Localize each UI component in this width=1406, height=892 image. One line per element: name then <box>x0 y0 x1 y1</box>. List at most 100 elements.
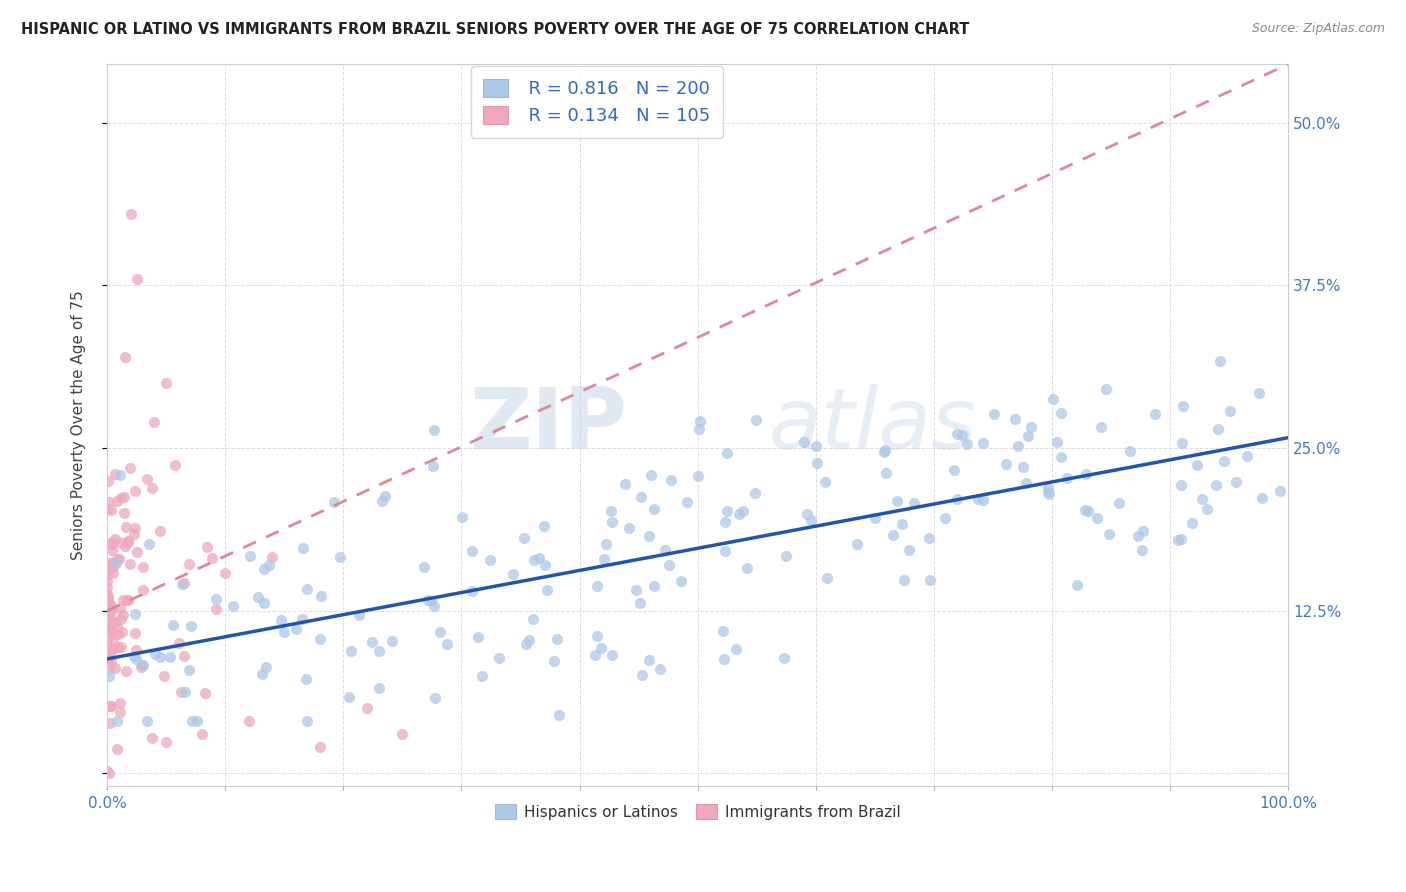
Point <box>239 549 262 564</box>
Point <box>523 553 546 567</box>
Point <box>956 437 979 451</box>
Point <box>100 654 122 668</box>
Point <box>114 491 136 505</box>
Point <box>502 567 524 582</box>
Point <box>97 475 120 489</box>
Point <box>194 686 217 700</box>
Point <box>98 622 121 636</box>
Point <box>371 494 394 508</box>
Point <box>205 602 228 616</box>
Point <box>920 573 942 587</box>
Point <box>950 428 973 442</box>
Point <box>132 559 155 574</box>
Point <box>676 495 699 509</box>
Point <box>374 489 396 503</box>
Point <box>1212 454 1234 468</box>
Point <box>686 469 709 483</box>
Point <box>513 532 536 546</box>
Point <box>112 593 135 607</box>
Point <box>110 706 132 720</box>
Point <box>536 582 558 597</box>
Point <box>96 598 118 612</box>
Point <box>1130 543 1153 558</box>
Point <box>589 640 612 655</box>
Point <box>100 604 122 618</box>
Point <box>143 415 166 429</box>
Point <box>461 584 484 599</box>
Point <box>125 272 148 286</box>
Point <box>111 624 134 639</box>
Point <box>98 660 121 674</box>
Point <box>1268 483 1291 498</box>
Point <box>714 515 737 529</box>
Point <box>107 640 129 655</box>
Point <box>174 685 197 699</box>
Point <box>135 714 157 729</box>
Point <box>257 558 280 573</box>
Point <box>163 458 186 473</box>
Point <box>107 551 129 566</box>
Point <box>1038 487 1060 501</box>
Point <box>125 545 148 559</box>
Point <box>1098 526 1121 541</box>
Point <box>713 652 735 666</box>
Point <box>309 632 332 646</box>
Point <box>337 690 360 704</box>
Point <box>103 566 125 580</box>
Point <box>517 632 540 647</box>
Point <box>381 634 404 648</box>
Point <box>115 593 138 607</box>
Point <box>745 413 768 427</box>
Point <box>124 625 146 640</box>
Point <box>143 647 166 661</box>
Point <box>201 550 224 565</box>
Point <box>1045 435 1067 450</box>
Point <box>252 561 274 575</box>
Point <box>614 477 637 491</box>
Point <box>260 549 283 564</box>
Point <box>873 445 896 459</box>
Point <box>110 640 132 655</box>
Point <box>247 590 270 604</box>
Point <box>96 586 118 600</box>
Point <box>97 558 120 573</box>
Point <box>1167 533 1189 547</box>
Point <box>546 632 568 646</box>
Point <box>1247 386 1270 401</box>
Point <box>110 491 132 505</box>
Point <box>744 486 766 500</box>
Point <box>972 436 994 450</box>
Point <box>586 579 609 593</box>
Point <box>815 571 838 585</box>
Point <box>141 481 163 495</box>
Point <box>270 613 292 627</box>
Point <box>1036 482 1059 496</box>
Point <box>903 496 925 510</box>
Point <box>416 592 439 607</box>
Point <box>875 442 897 457</box>
Point <box>104 467 127 481</box>
Point <box>118 461 141 475</box>
Point <box>515 637 537 651</box>
Point <box>190 727 212 741</box>
Point <box>149 524 172 538</box>
Point <box>966 492 988 507</box>
Text: Source: ZipAtlas.com: Source: ZipAtlas.com <box>1251 22 1385 36</box>
Point <box>103 615 125 629</box>
Point <box>98 651 121 665</box>
Point <box>1050 406 1073 420</box>
Point <box>129 659 152 673</box>
Point <box>735 561 758 575</box>
Point <box>934 511 956 525</box>
Point <box>637 529 659 543</box>
Point <box>117 593 139 607</box>
Point <box>356 701 378 715</box>
Point <box>1007 439 1029 453</box>
Point <box>108 601 131 615</box>
Point <box>1218 404 1240 418</box>
Point <box>103 560 125 574</box>
Point <box>167 635 190 649</box>
Point <box>124 607 146 621</box>
Point <box>214 566 236 580</box>
Point <box>98 645 121 659</box>
